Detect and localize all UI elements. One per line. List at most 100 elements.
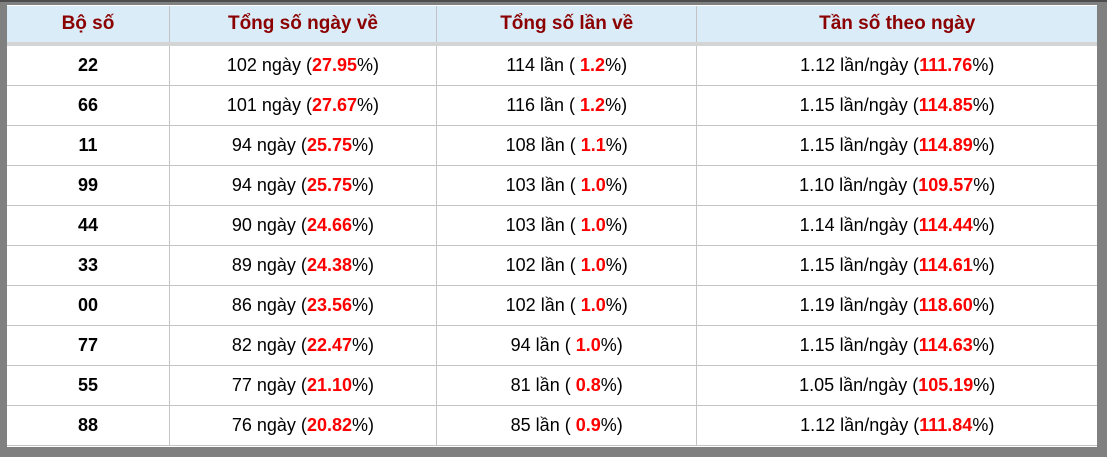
column-header-total-days: Tổng số ngày về — [168, 5, 437, 46]
cell-daily-frequency: 1.14 lần/ngày (114.44%) — [696, 205, 1097, 246]
freq-percent: 114.63 — [918, 335, 973, 355]
days-percent: 24.38 — [306, 255, 352, 275]
cell-daily-frequency: 1.12 lần/ngày (111.84%) — [696, 405, 1097, 446]
cell-total-times: 102 lần ( 1.0%) — [435, 245, 697, 286]
cell-pair-number: 77 — [7, 325, 170, 366]
cell-daily-frequency: 1.10 lần/ngày (109.57%) — [696, 165, 1097, 206]
header-row: Bộ số Tổng số ngày về Tổng số lần về Tần… — [7, 5, 1097, 46]
times-text: 81 lần ( — [510, 375, 571, 395]
times-close: %) — [605, 135, 628, 155]
days-close: %) — [356, 55, 379, 75]
cell-pair-number: 22 — [7, 44, 170, 86]
table-row: 55 77 ngày (21.10%) 81 lần ( 0.8%) 1.05 … — [7, 365, 1097, 406]
cell-daily-frequency: 1.05 lần/ngày (105.19%) — [696, 365, 1097, 406]
times-close: %) — [605, 215, 628, 235]
table-row: 77 82 ngày (22.47%) 94 lần ( 1.0%) 1.15 … — [7, 325, 1097, 366]
table-row: 44 90 ngày (24.66%) 103 lần ( 1.0%) 1.14… — [7, 205, 1097, 246]
times-close: %) — [605, 255, 628, 275]
days-text: 86 ngày ( — [231, 295, 307, 315]
cell-total-times: 108 lần ( 1.1%) — [435, 125, 697, 166]
cell-pair-number: 11 — [7, 125, 170, 166]
freq-text: 1.15 lần/ngày ( — [799, 95, 919, 115]
freq-text: 1.19 lần/ngày ( — [799, 295, 919, 315]
freq-close: %) — [972, 95, 995, 115]
times-text: 102 lần ( — [505, 255, 576, 275]
days-percent: 23.56 — [306, 295, 352, 315]
table-row: 11 94 ngày (25.75%) 108 lần ( 1.1%) 1.15… — [7, 125, 1097, 166]
freq-text: 1.10 lần/ngày ( — [799, 175, 919, 195]
table-row: 33 89 ngày (24.38%) 102 lần ( 1.0%) 1.15… — [7, 245, 1097, 286]
times-percent: 1.0 — [575, 255, 606, 275]
times-percent: 0.8 — [570, 375, 601, 395]
freq-close: %) — [972, 255, 995, 275]
table-row: 22 102 ngày (27.95%) 114 lần ( 1.2%) 1.1… — [7, 44, 1097, 86]
times-close: %) — [605, 95, 628, 115]
column-header-daily-frequency: Tần số theo ngày — [696, 5, 1097, 46]
freq-text: 1.05 lần/ngày ( — [799, 375, 919, 395]
freq-percent: 114.44 — [918, 215, 973, 235]
days-percent: 21.10 — [306, 375, 352, 395]
times-close: %) — [600, 415, 623, 435]
cell-daily-frequency: 1.15 lần/ngày (114.89%) — [696, 125, 1097, 166]
table-row: 88 76 ngày (20.82%) 85 lần ( 0.9%) 1.12 … — [7, 405, 1097, 446]
cell-total-days: 89 ngày (24.38%) — [168, 245, 437, 286]
times-text: 116 lần ( — [506, 95, 576, 115]
cell-pair-number: 44 — [7, 205, 170, 246]
days-text: 94 ngày ( — [231, 175, 307, 195]
freq-percent: 114.61 — [918, 255, 973, 275]
times-close: %) — [605, 295, 628, 315]
cell-total-times: 94 lần ( 1.0%) — [435, 325, 697, 366]
cell-pair-number: 99 — [7, 165, 170, 206]
cell-daily-frequency: 1.15 lần/ngày (114.61%) — [696, 245, 1097, 286]
days-percent: 24.66 — [306, 215, 352, 235]
cell-total-days: 82 ngày (22.47%) — [168, 325, 437, 366]
cell-total-days: 86 ngày (23.56%) — [168, 285, 437, 326]
cell-total-days: 94 ngày (25.75%) — [168, 125, 437, 166]
days-percent: 25.75 — [306, 175, 352, 195]
cell-total-times: 116 lần ( 1.2%) — [435, 85, 697, 126]
freq-percent: 109.57 — [918, 175, 974, 195]
freq-percent: 114.85 — [918, 95, 973, 115]
cell-pair-number: 88 — [7, 405, 170, 446]
days-text: 90 ngày ( — [231, 215, 307, 235]
cell-pair-number: 66 — [7, 85, 170, 126]
cell-total-times: 103 lần ( 1.0%) — [435, 165, 697, 206]
days-percent: 22.47 — [306, 335, 352, 355]
freq-text: 1.12 lần/ngày ( — [800, 415, 920, 435]
days-close: %) — [351, 215, 374, 235]
freq-percent: 118.60 — [918, 295, 973, 315]
times-close: %) — [605, 55, 628, 75]
cell-total-times: 114 lần ( 1.2%) — [435, 44, 697, 86]
days-percent: 27.67 — [311, 95, 357, 115]
days-text: 76 ngày ( — [231, 415, 307, 435]
freq-close: %) — [972, 215, 995, 235]
times-text: 102 lần ( — [505, 295, 576, 315]
times-text: 114 lần ( — [506, 55, 576, 75]
days-close: %) — [351, 375, 374, 395]
days-close: %) — [351, 175, 374, 195]
freq-text: 1.15 lần/ngày ( — [799, 335, 919, 355]
cell-total-days: 102 ngày (27.95%) — [168, 44, 437, 86]
freq-percent: 111.84 — [919, 415, 973, 435]
freq-close: %) — [972, 55, 995, 75]
freq-close: %) — [972, 135, 995, 155]
times-percent: 0.9 — [570, 415, 601, 435]
table-inner: Bộ số Tổng số ngày về Tổng số lần về Tần… — [7, 5, 1097, 447]
days-close: %) — [351, 335, 374, 355]
cell-total-times: 102 lần ( 1.0%) — [435, 285, 697, 326]
lottery-pair-stats-table: Bộ số Tổng số ngày về Tổng số lần về Tần… — [7, 5, 1097, 446]
table-body: 22 102 ngày (27.95%) 114 lần ( 1.2%) 1.1… — [7, 44, 1097, 446]
days-close: %) — [356, 95, 379, 115]
cell-pair-number: 00 — [7, 285, 170, 326]
times-text: 103 lần ( — [505, 215, 576, 235]
table-row: 00 86 ngày (23.56%) 102 lần ( 1.0%) 1.19… — [7, 285, 1097, 326]
cell-total-days: 101 ngày (27.67%) — [168, 85, 437, 126]
days-text: 77 ngày ( — [231, 375, 307, 395]
days-text: 102 ngày ( — [226, 55, 312, 75]
cell-pair-number: 33 — [7, 245, 170, 286]
cell-daily-frequency: 1.15 lần/ngày (114.85%) — [696, 85, 1097, 126]
times-close: %) — [600, 335, 623, 355]
cell-daily-frequency: 1.15 lần/ngày (114.63%) — [696, 325, 1097, 366]
freq-percent: 111.76 — [919, 55, 973, 75]
